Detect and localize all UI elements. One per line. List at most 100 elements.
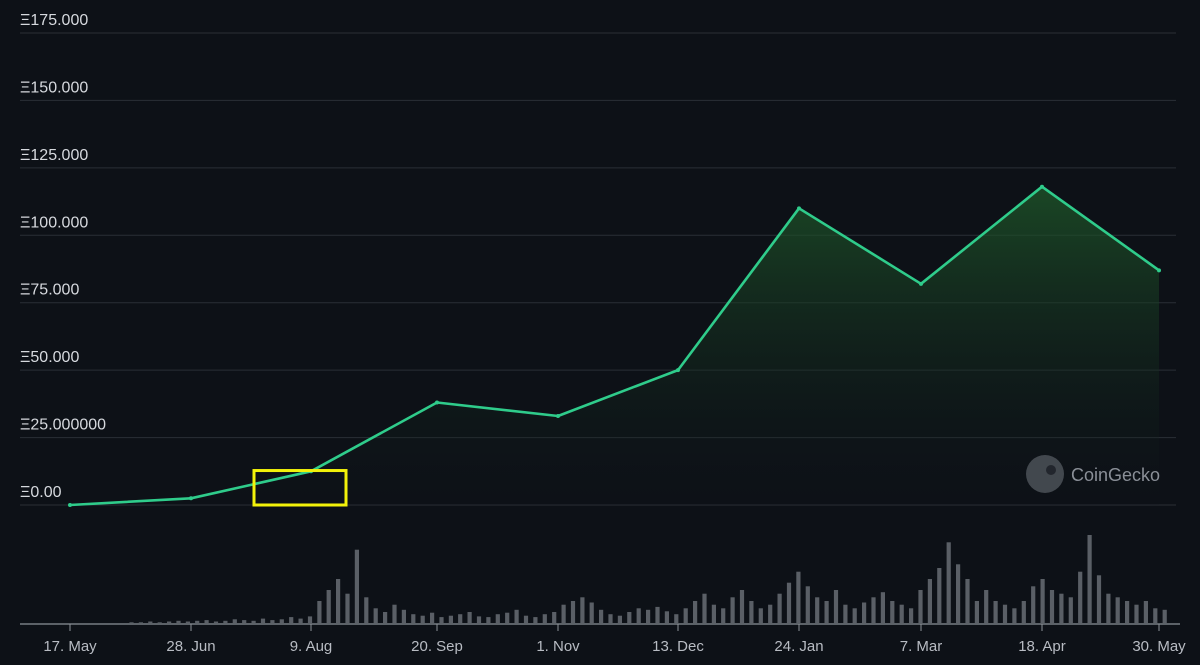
volume-bar: [599, 609, 604, 623]
volume-bar: [965, 579, 970, 623]
volume-bar: [1002, 604, 1008, 623]
volume-bar: [786, 582, 792, 623]
volume-bar: [336, 579, 341, 623]
volume-bar: [213, 621, 219, 623]
price-area: [70, 186, 1159, 505]
volume-bar: [289, 617, 294, 623]
x-tick-label: 1. Nov: [536, 638, 580, 655]
y-tick-label: Ξ0.00: [20, 484, 62, 501]
x-tick-label: 17. May: [43, 638, 97, 655]
volume-bar: [674, 614, 679, 623]
volume-bar: [974, 601, 979, 623]
data-point: [68, 503, 72, 507]
y-tick-label: Ξ50.000: [20, 349, 79, 366]
volume-bar: [664, 611, 669, 623]
volume-bar: [796, 571, 801, 623]
volume-bar: [721, 608, 726, 623]
volume-bar: [570, 601, 576, 623]
volume-bar: [1040, 579, 1045, 623]
x-tick-label: 24. Jan: [774, 638, 823, 655]
volume-bar: [1068, 597, 1073, 623]
volume-bar: [448, 615, 453, 623]
watermark-text: CoinGecko: [1071, 465, 1160, 485]
price-line: [69, 185, 1160, 507]
volume-bar: [937, 568, 942, 623]
volume-bar: [683, 608, 688, 623]
data-point: [556, 413, 560, 418]
volume-bar: [373, 608, 378, 623]
volume-bar: [1021, 601, 1026, 623]
data-point: [1040, 184, 1044, 189]
volume-bar: [411, 614, 416, 623]
volume-bar: [589, 602, 594, 623]
volume-bar: [167, 621, 172, 623]
volume-bar: [833, 590, 839, 623]
volume-bar: [345, 593, 350, 623]
volume-bar: [138, 622, 143, 623]
y-tick-label: Ξ175.000: [20, 12, 88, 29]
volume-bar: [195, 620, 200, 623]
y-tick-label: Ξ125.000: [20, 147, 88, 164]
volume-bar: [157, 622, 162, 623]
volume-bar: [486, 617, 491, 623]
volume-bar: [1087, 535, 1092, 623]
volume-bar: [702, 593, 707, 623]
volume-bar: [852, 608, 857, 623]
data-point: [797, 206, 801, 211]
volume-bar: [260, 618, 266, 623]
volume-bar: [824, 601, 829, 623]
coingecko-watermark: CoinGecko: [1026, 455, 1160, 493]
volume-bar: [326, 590, 331, 623]
volume-bar: [523, 615, 529, 623]
volume-bar: [279, 619, 284, 623]
x-tick-label: 18. Apr: [1018, 638, 1066, 655]
volume-bar: [655, 606, 660, 623]
volume-bar: [223, 620, 228, 623]
volume-bar: [1059, 593, 1064, 623]
volume-bar: [317, 601, 322, 623]
volume-bar: [1012, 608, 1017, 623]
volume-bar: [439, 617, 444, 623]
volume-bar: [542, 614, 547, 623]
volume-bar: [148, 621, 153, 623]
volume-bar: [880, 592, 885, 623]
volume-bar: [185, 621, 190, 623]
volume-bar: [984, 590, 989, 623]
volume-bar: [364, 597, 369, 623]
y-tick-label: Ξ100.000: [20, 214, 88, 231]
data-point: [189, 496, 193, 501]
volume-bar: [383, 612, 388, 623]
volume-bars: [129, 535, 1167, 623]
volume-bar: [176, 620, 181, 623]
volume-bar: [467, 612, 472, 623]
volume-bar: [533, 617, 538, 623]
x-axis-ticks: 17. May 28. Jun 9. Aug 20. Sep 1. Nov 13. Dec…: [43, 624, 1186, 655]
volume-bar: [1096, 575, 1102, 623]
volume-bar: [730, 597, 735, 623]
volume-bar: [1049, 590, 1055, 623]
volume-bar: [646, 609, 651, 623]
x-tick-label: 20. Sep: [411, 638, 463, 655]
volume-bar: [251, 620, 256, 623]
volume-bar: [514, 609, 519, 623]
volume-bar: [617, 615, 622, 623]
x-tick-label: 30. May: [1132, 638, 1186, 655]
volume-bar: [307, 616, 313, 623]
volume-bar: [552, 612, 557, 623]
volume-bar: [946, 542, 951, 623]
volume-bar: [909, 608, 914, 623]
volume-bar: [636, 608, 641, 623]
volume-bar: [871, 597, 876, 623]
volume-bar: [430, 612, 435, 623]
volume-bar: [1153, 608, 1158, 623]
volume-bar: [242, 620, 247, 623]
volume-bar: [392, 604, 397, 623]
volume-bar: [739, 590, 745, 623]
volume-bar: [608, 614, 613, 623]
coingecko-logo-eye-icon: [1046, 465, 1056, 475]
volume-bar: [918, 590, 923, 623]
grid-lines: [20, 32, 1176, 506]
y-axis-ticks: Ξ175.000 Ξ150.000 Ξ125.000 Ξ100.000 Ξ75.000 Ξ…: [20, 12, 106, 501]
volume-bar: [711, 604, 716, 623]
